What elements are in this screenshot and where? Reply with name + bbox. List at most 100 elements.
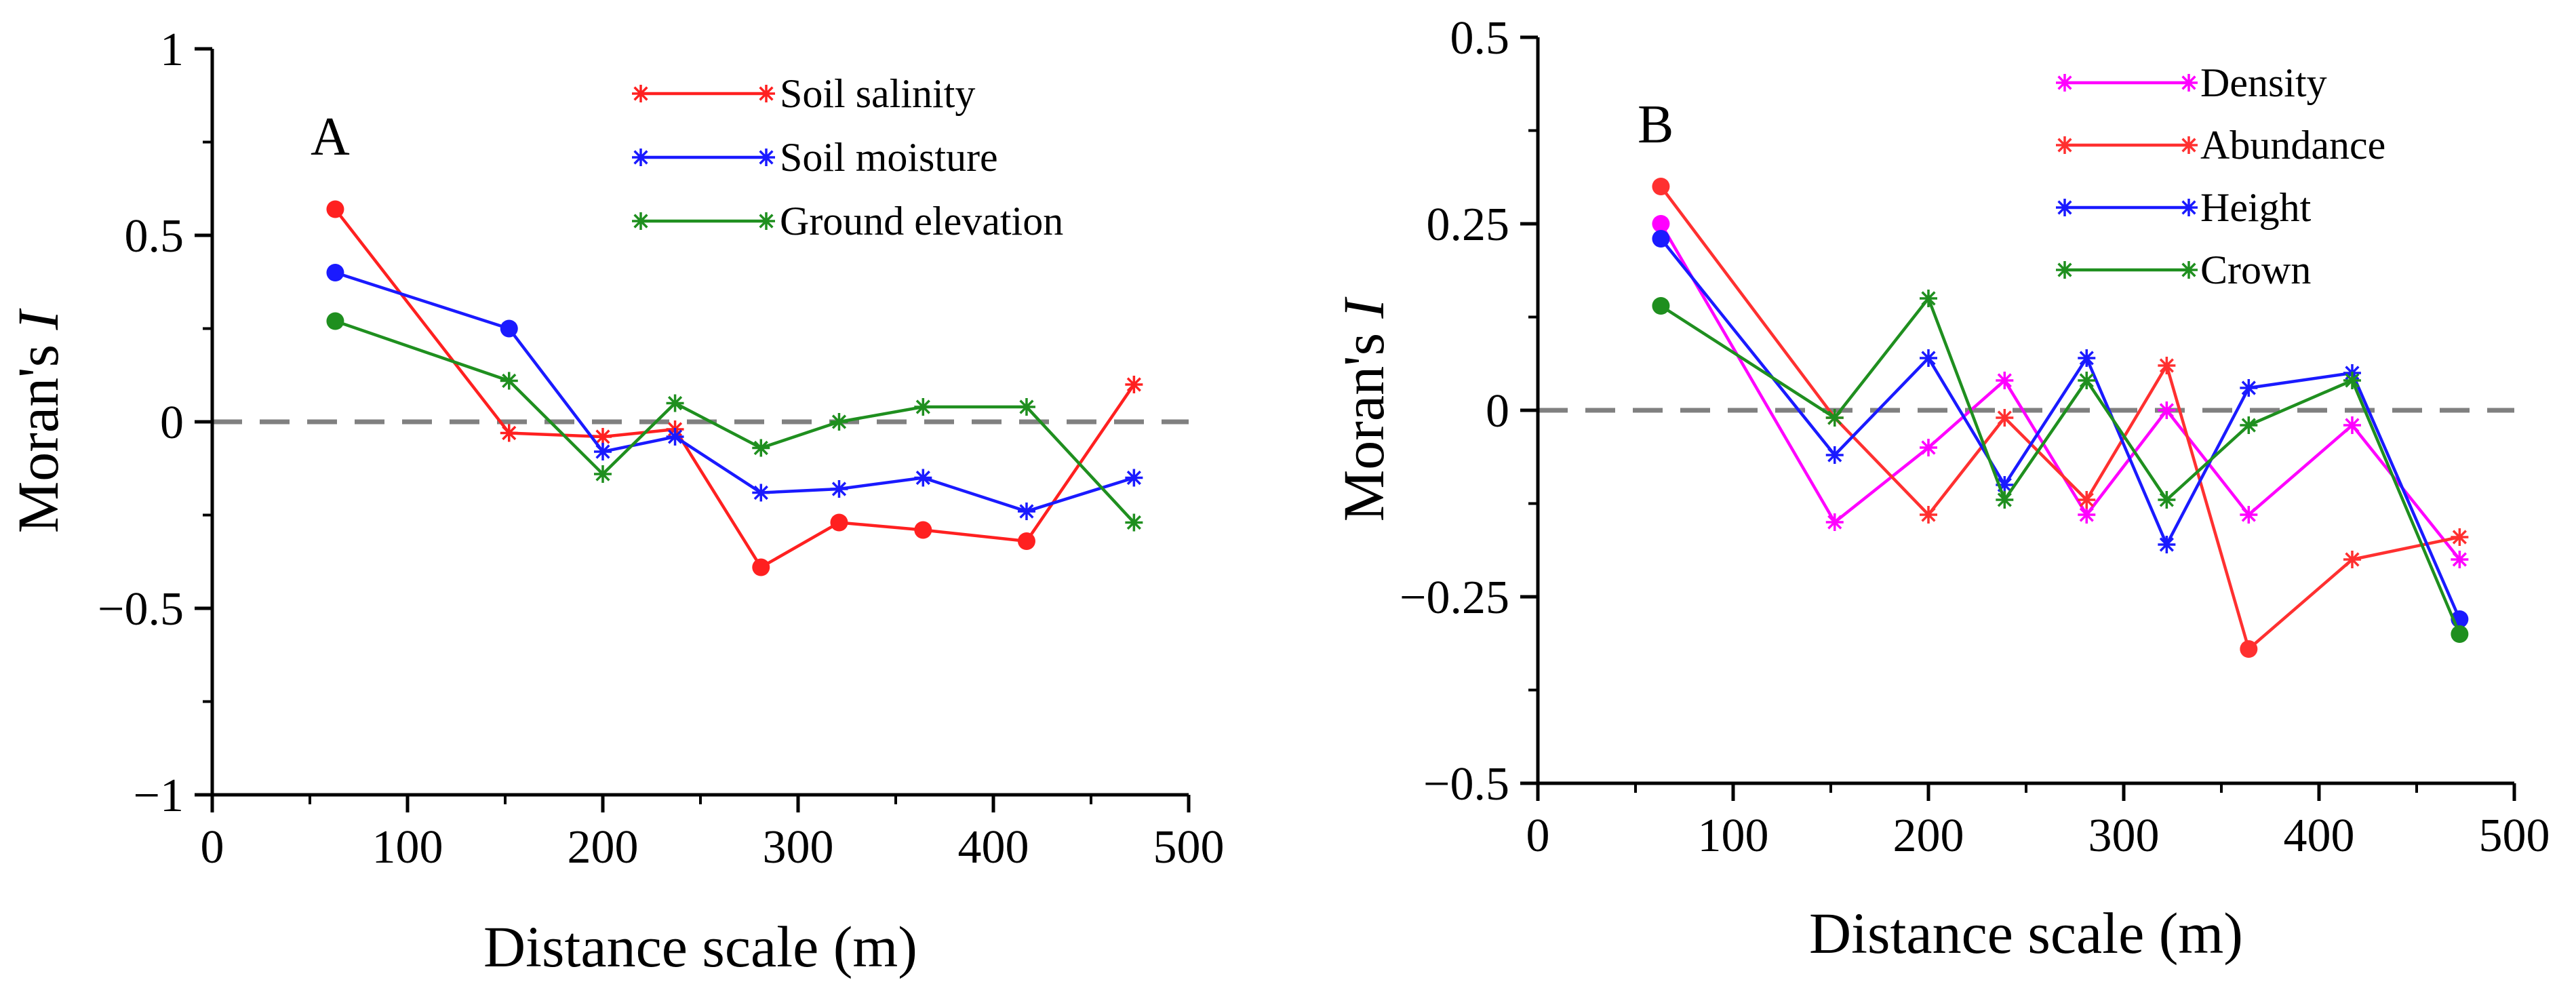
panel-a-soil-salinity-point-significant bbox=[326, 200, 344, 218]
panel-a-x-tick-label: 500 bbox=[1153, 821, 1225, 873]
panel-a-y-tick-label: −1 bbox=[134, 770, 184, 822]
panel-a-soil-salinity-point bbox=[500, 424, 518, 442]
panel-a-moran-soil: 0 100 200 300 400 500 1 0.5 0 −0.5 −1 Distance scal… bbox=[5, 24, 1225, 979]
panel-a-legend-ground-elevation-label: Ground elevation bbox=[780, 199, 1063, 243]
panel-b-legend-height-marker-right bbox=[2180, 199, 2198, 216]
panel-a-y-axis-title: Moran's I bbox=[5, 308, 71, 533]
panel-b-density-point-significant bbox=[1652, 215, 1670, 233]
panel-b-y-axis-title-italic: I bbox=[1331, 296, 1396, 319]
panel-a-y-axis-title-text: Moran's bbox=[5, 330, 71, 533]
panel-a-soil-salinity-point bbox=[594, 428, 612, 446]
panel-b-x-tick-label: 400 bbox=[2284, 810, 2355, 862]
panel-b-crown-point-significant bbox=[2451, 625, 2469, 643]
panel-a-x-tick-label: 0 bbox=[201, 821, 224, 873]
panel-b-legend-density-marker-right bbox=[2180, 74, 2198, 92]
panel-b-legend-abundance-marker-left bbox=[2056, 136, 2074, 154]
panel-a-ground-elevation-point bbox=[914, 398, 932, 416]
panel-a-legend-soil-salinity-label: Soil salinity bbox=[780, 71, 975, 116]
panel-a-x-tick-label: 400 bbox=[958, 821, 1029, 873]
panel-a-soil-salinity-point-significant bbox=[752, 558, 770, 576]
panel-b-y-axis-title: Moran's I bbox=[1331, 296, 1396, 522]
panel-a-x-axis-title: Distance scale (m) bbox=[483, 914, 917, 979]
panel-b-height-point bbox=[1825, 446, 1844, 464]
panel-b-density-point bbox=[2158, 401, 2176, 419]
panel-a-ground-elevation-point bbox=[1125, 513, 1143, 532]
panel-b-y-tick-label: −0.25 bbox=[1400, 572, 1509, 624]
panel-a-legend-soil-salinity-marker-right bbox=[757, 85, 775, 102]
panel-b-legend-crown-label: Crown bbox=[2200, 248, 2311, 292]
panel-a-soil-salinity-point-significant bbox=[1017, 532, 1035, 550]
panel-b-crown-point bbox=[2343, 372, 2361, 389]
panel-b-abundance-point-significant bbox=[2240, 640, 2258, 658]
panel-b-crown-point bbox=[2240, 416, 2258, 434]
panel-a-y-tick-label: 0 bbox=[160, 397, 184, 449]
panel-b-legend-density-marker-left bbox=[2056, 74, 2074, 92]
panel-b-legend-density-label: Density bbox=[2200, 60, 2327, 105]
panel-b-density-point bbox=[2078, 506, 2096, 524]
panel-b-y-tick-label: 0.5 bbox=[1450, 12, 1510, 64]
panel-b-crown-point bbox=[1996, 491, 2014, 509]
panel-b-height-point bbox=[2078, 349, 2096, 367]
panel-b-letter: B bbox=[1638, 95, 1673, 155]
panel-b-x-tick-label: 0 bbox=[1526, 810, 1550, 862]
panel-b-legend-crown-marker-right bbox=[2180, 261, 2198, 279]
panel-a-x-tick-label: 100 bbox=[372, 821, 443, 873]
panel-b-density-point bbox=[1825, 513, 1844, 531]
panel-a-legend-soil-salinity-marker-left bbox=[632, 85, 650, 102]
panel-b-moran-vegetation: 0 100 200 300 400 500 0.5 0.25 0 −0.25 −0.5 Distanc… bbox=[1331, 12, 2550, 966]
panel-a-soil-salinity-point-significant bbox=[830, 513, 848, 532]
panel-a-ground-elevation-point bbox=[500, 372, 518, 390]
panel-a-ground-elevation-point bbox=[1017, 398, 1035, 416]
panel-b-x-tick-label: 500 bbox=[2479, 810, 2550, 862]
panel-a-soil-moisture-point bbox=[752, 484, 770, 502]
panel-a-ground-elevation-point bbox=[666, 394, 684, 412]
panel-b-legend-crown-marker-left bbox=[2056, 261, 2074, 279]
panel-a-soil-moisture-point bbox=[830, 480, 848, 498]
panel-a-soil-moisture-point bbox=[594, 443, 612, 460]
panel-a-soil-moisture-point bbox=[666, 428, 684, 446]
panel-b-legend-abundance-label: Abundance bbox=[2200, 123, 2385, 168]
panel-a-legend-soil-moisture-marker-left bbox=[632, 149, 650, 166]
panel-b-x-axis-title: Distance scale (m) bbox=[1809, 901, 2243, 966]
panel-b-density-point bbox=[1920, 439, 1937, 456]
panel-a-ground-elevation-point-significant bbox=[326, 312, 344, 330]
panel-b-abundance-point bbox=[2451, 528, 2469, 546]
panel-a-y-tick-label: 1 bbox=[160, 24, 184, 76]
panel-b-crown-point bbox=[2158, 491, 2176, 509]
panel-b-legend-height-label: Height bbox=[2200, 185, 2312, 230]
panel-a-ground-elevation-point bbox=[594, 465, 612, 483]
panel-a-soil-moisture-point bbox=[914, 469, 932, 487]
panel-b-abundance-point bbox=[2158, 357, 2176, 374]
panel-b-abundance-point bbox=[1996, 409, 2014, 427]
panel-b-density-point bbox=[1996, 372, 2014, 389]
panel-a-ground-elevation-point bbox=[752, 439, 770, 457]
panel-b-crown-point bbox=[2078, 372, 2096, 389]
panel-b-x-tick-label: 200 bbox=[1893, 810, 1964, 862]
panel-a-soil-salinity-line bbox=[334, 208, 1136, 570]
panel-a-x-tick-label: 300 bbox=[763, 821, 834, 873]
panel-b-y-tick-label: 0 bbox=[1486, 385, 1509, 437]
panel-b-abundance-point bbox=[1920, 506, 1937, 524]
panel-b-density-point bbox=[2343, 416, 2361, 434]
panel-a-y-tick-label: −0.5 bbox=[98, 583, 184, 635]
panel-a-y-tick-label: 0.5 bbox=[125, 210, 184, 262]
panel-b-legend-height-marker-left bbox=[2056, 199, 2074, 216]
panel-b-height-point bbox=[2240, 379, 2258, 397]
panel-b-crown-point bbox=[1920, 290, 1937, 307]
panel-a-soil-moisture-point-significant bbox=[326, 264, 344, 281]
panel-b-x-tick-label: 300 bbox=[2088, 810, 2160, 862]
panel-b-x-tick-label: 100 bbox=[1698, 810, 1769, 862]
panel-b-height-point bbox=[1920, 349, 1937, 367]
panel-a-legend-ground-elevation-marker-left bbox=[632, 212, 650, 230]
panel-a-letter: A bbox=[311, 107, 350, 167]
panel-b-crown-point bbox=[1825, 409, 1844, 427]
panel-a-soil-moisture-point bbox=[1017, 503, 1035, 520]
panel-b-height-point bbox=[1996, 476, 2014, 494]
panel-b-height-point bbox=[2158, 536, 2176, 553]
panel-b-legend-abundance-marker-right bbox=[2180, 136, 2198, 154]
panel-b-density-point bbox=[2240, 506, 2258, 524]
panel-b-crown-point-significant bbox=[1652, 297, 1670, 315]
panel-a-soil-moisture-line bbox=[334, 271, 1135, 513]
panel-a-legend-soil-moisture-marker-right bbox=[757, 149, 775, 166]
